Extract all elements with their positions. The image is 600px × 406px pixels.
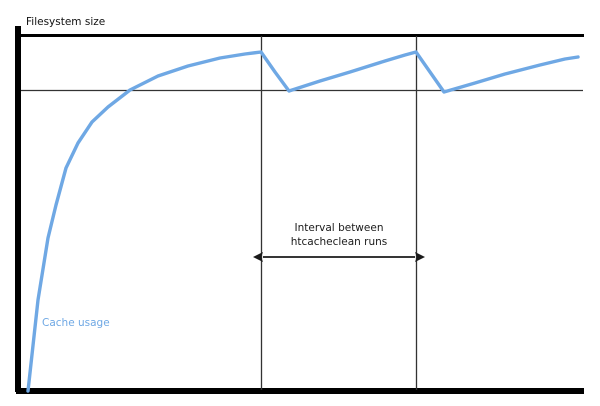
filesystem-size-label: Filesystem size: [26, 16, 105, 28]
cache-usage-label: Cache usage: [42, 317, 110, 329]
cache-usage-curve: [26, 50, 580, 393]
interval-annotation-line-1: Interval between: [295, 222, 384, 234]
interval-annotation-line-2: htcacheclean runs: [291, 236, 388, 248]
